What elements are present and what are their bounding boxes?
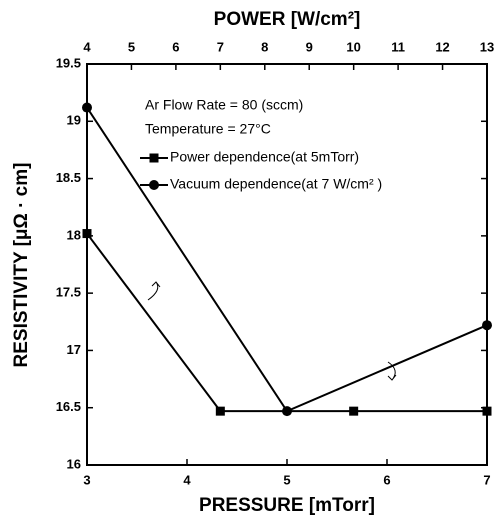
legend-marker bbox=[149, 153, 159, 163]
x2-tick-label: 4 bbox=[83, 39, 91, 54]
arrow bbox=[147, 281, 161, 301]
x-axis-label: PRESSURE [mTorr] bbox=[199, 495, 375, 516]
x-tick-label: 6 bbox=[383, 472, 390, 487]
annotation: Ar Flow Rate = 80 (sccm) bbox=[145, 97, 303, 113]
x2-axis-label: POWER [W/cm²] bbox=[214, 9, 361, 30]
x-tick-label: 7 bbox=[483, 472, 490, 487]
y-tick-label: 16 bbox=[67, 456, 81, 471]
data-point bbox=[82, 102, 92, 113]
x2-tick-label: 7 bbox=[217, 39, 224, 54]
y-axis-label: RESISTIVITY [μΩ · cm] bbox=[11, 163, 32, 368]
y-tick-label: 18.5 bbox=[56, 170, 81, 185]
x2-tick-label: 12 bbox=[435, 39, 449, 54]
x2-tick-label: 8 bbox=[261, 39, 268, 54]
series-line bbox=[86, 232, 487, 413]
data-point bbox=[349, 406, 359, 416]
legend-label: Vacuum dependence(at 7 W/cm² ) bbox=[170, 176, 382, 192]
y-tick-label: 19.5 bbox=[56, 55, 81, 70]
data-point bbox=[482, 320, 492, 331]
x-tick-label: 4 bbox=[183, 472, 191, 487]
legend-label: Power dependence(at 5mTorr) bbox=[170, 149, 359, 165]
x2-tick-label: 10 bbox=[346, 39, 360, 54]
y-tick-label: 19 bbox=[67, 113, 81, 128]
y-tick-label: 17 bbox=[67, 342, 81, 357]
x2-tick-label: 11 bbox=[391, 39, 405, 54]
data-point bbox=[482, 406, 492, 416]
x2-tick-label: 13 bbox=[480, 39, 494, 54]
x2-tick-label: 5 bbox=[128, 39, 135, 54]
arrow bbox=[387, 361, 397, 381]
data-point bbox=[282, 406, 292, 417]
x-tick-label: 3 bbox=[83, 472, 90, 487]
x2-tick-label: 9 bbox=[306, 39, 313, 54]
annotation: Temperature = 27°C bbox=[145, 121, 271, 137]
x2-tick-label: 6 bbox=[172, 39, 179, 54]
x-tick-label: 5 bbox=[283, 472, 290, 487]
y-tick-label: 16.5 bbox=[56, 399, 81, 414]
legend-marker bbox=[149, 180, 159, 190]
data-point bbox=[82, 229, 92, 239]
y-tick-label: 18 bbox=[67, 227, 81, 242]
y-tick-label: 17.5 bbox=[56, 285, 81, 300]
data-point bbox=[215, 406, 225, 416]
